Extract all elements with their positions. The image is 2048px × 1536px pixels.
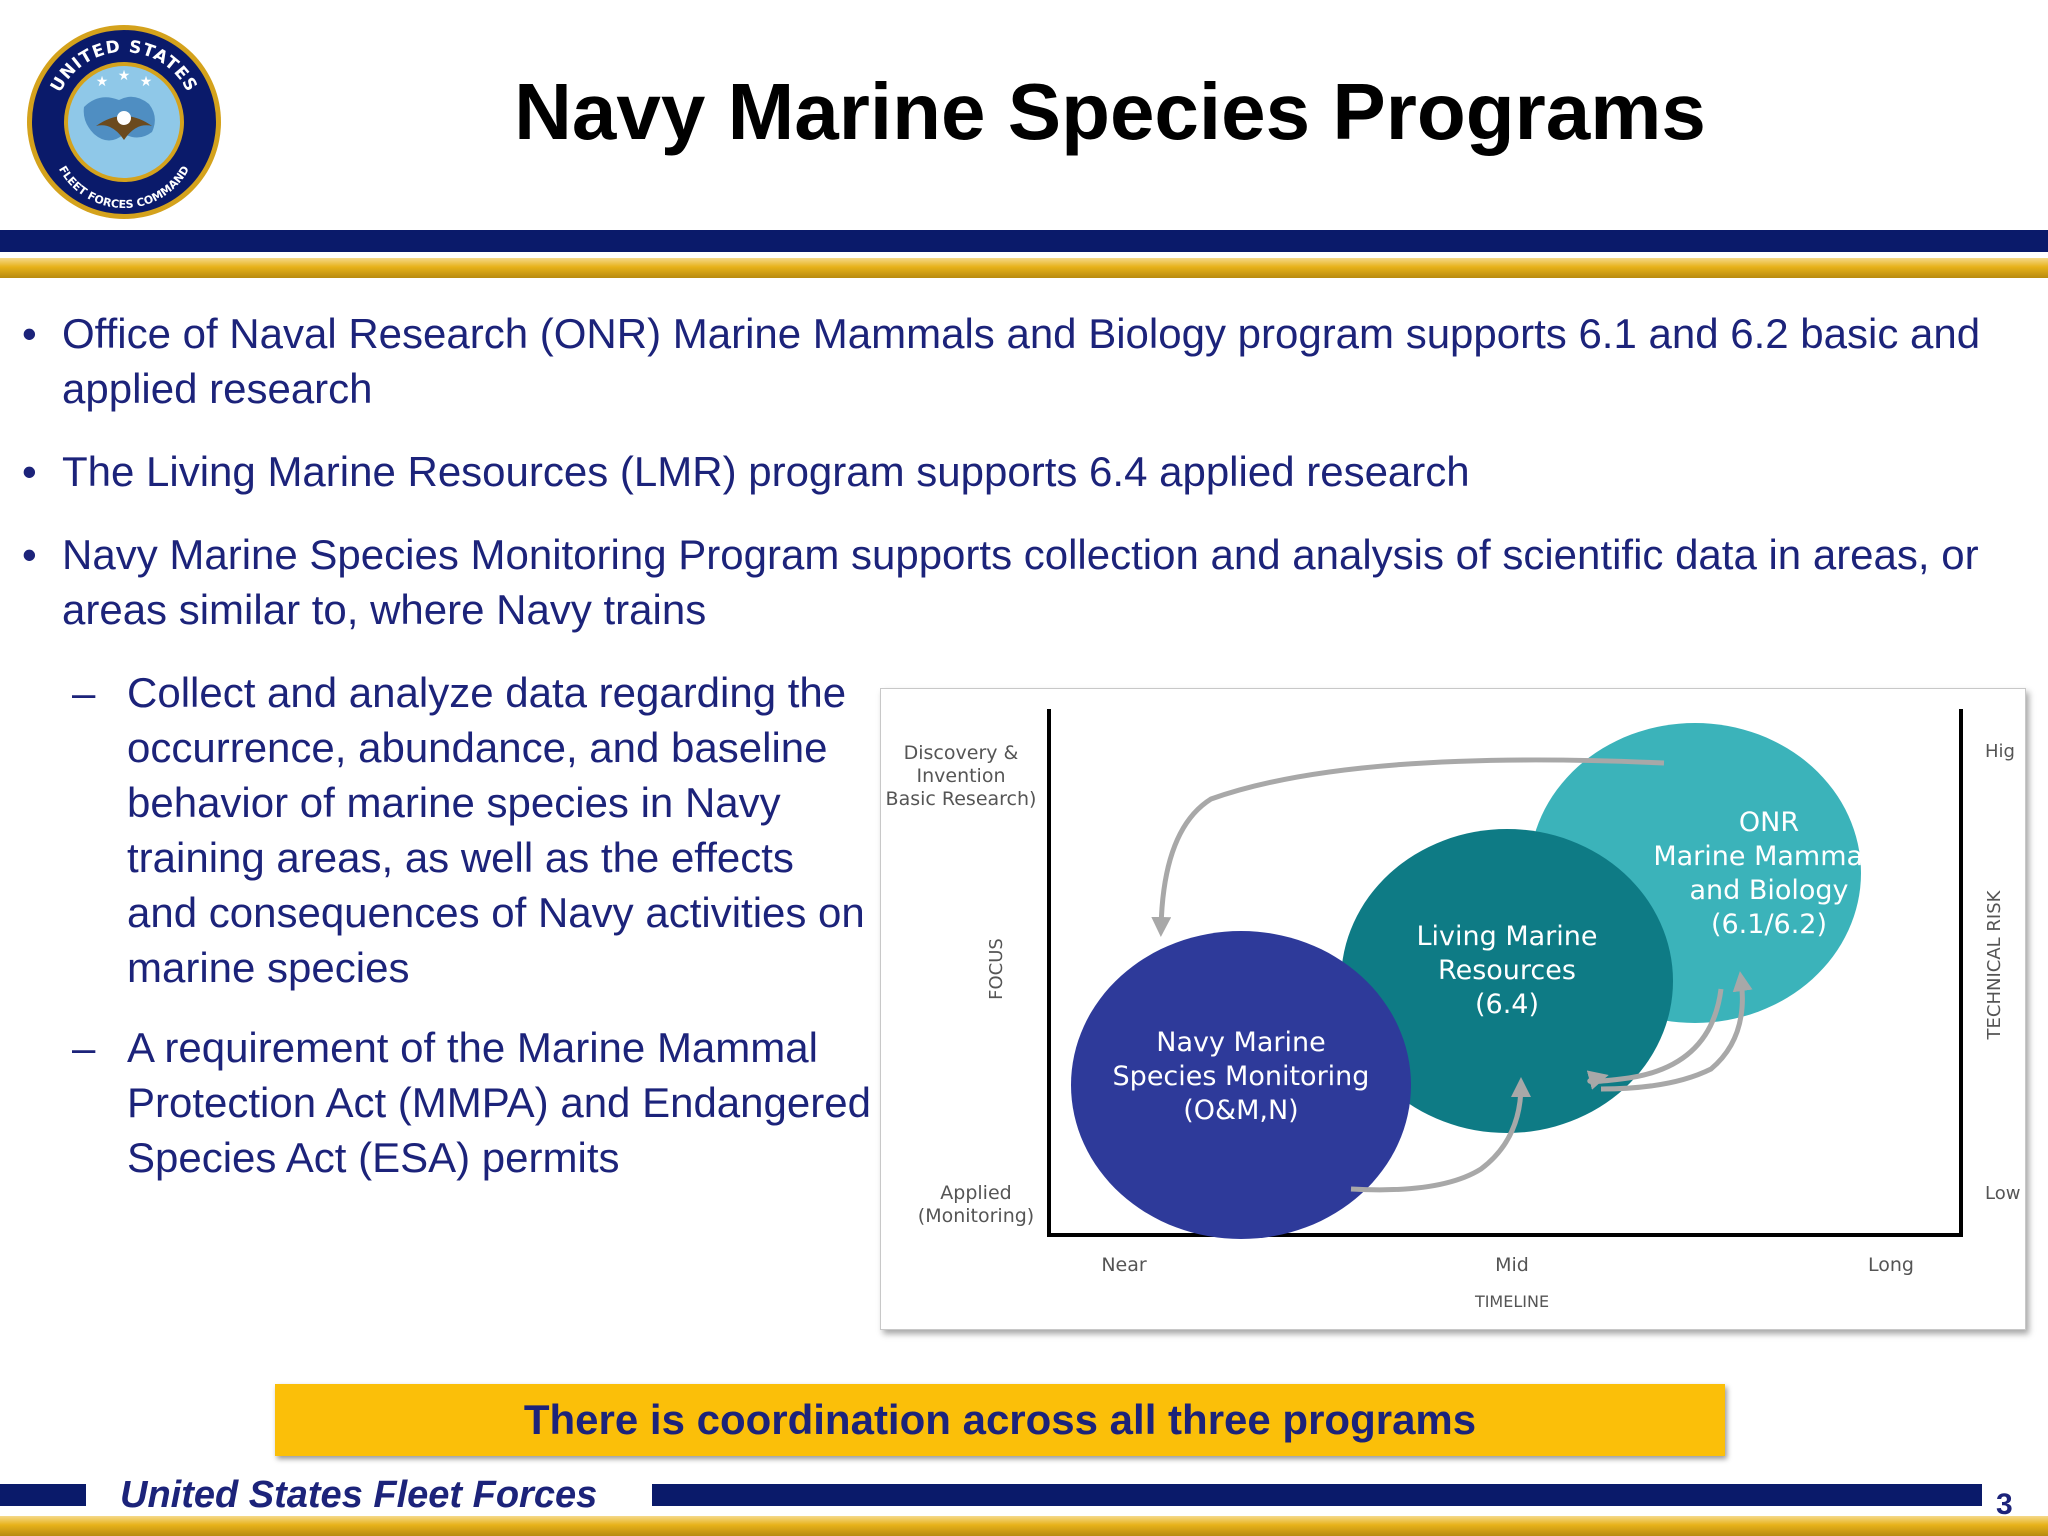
bullet-text: Navy Marine Species Monitoring Program s… <box>62 531 1979 633</box>
sub-bullet-collect-data: – Collect and analyze data regarding the… <box>72 665 872 995</box>
slide-title: Navy Marine Species Programs <box>514 67 1706 156</box>
x-tick-mid: Mid <box>1495 1254 1529 1276</box>
onr-label-line: ONR <box>1739 807 1799 838</box>
onr-label-line: (6.1/6.2) <box>1711 909 1827 940</box>
lmr-label-line: Living Marine <box>1416 921 1597 952</box>
arrow-onr-to-lmr <box>1586 988 1724 1090</box>
lmr-label-line: Resources <box>1438 955 1576 986</box>
sub-bullet-marker: – <box>72 1024 96 1071</box>
left-bottom-label-line: (Monitoring) <box>918 1205 1034 1227</box>
onr-label-line: and Biology <box>1689 875 1848 906</box>
monitoring-label-line: (O&M,N) <box>1183 1095 1298 1126</box>
sub-bullet-text: A requirement of the Marine Mammal Prote… <box>127 1024 871 1181</box>
bullet-onr: • Office of Naval Research (ONR) Marine … <box>22 306 2002 421</box>
x-tick-near: Near <box>1101 1254 1147 1276</box>
svg-text:★: ★ <box>96 73 109 89</box>
header-gold-band <box>0 258 2048 278</box>
sub-bullet-requirement: – A requirement of the Marine Mammal Pro… <box>72 1020 872 1240</box>
svg-text:★: ★ <box>140 73 153 89</box>
coordination-banner: There is coordination across all three p… <box>275 1384 1725 1456</box>
arrow-onr-to-monitoring <box>1151 757 1665 937</box>
bullet-text: The Living Marine Resources (LMR) progra… <box>62 448 1470 495</box>
bullet-marker: • <box>22 310 37 357</box>
focus-axis-label: FOCUS <box>986 938 1007 1000</box>
x-tick-long: Long <box>1868 1254 1914 1276</box>
bullet-marker: • <box>22 448 37 495</box>
footer-gold-band <box>0 1516 2048 1536</box>
header-navy-band <box>0 230 2048 252</box>
left-bottom-label-line: Applied <box>940 1182 1011 1204</box>
footer-org-name: United States Fleet Forces <box>120 1474 598 1516</box>
fleet-forces-command-seal: UNITED STATES FLEET FORCES COMMAND ★ ★ ★ <box>24 22 224 222</box>
right-top-label: Hig <box>1985 741 2015 762</box>
bullet-lmr: • The Living Marine Resources (LMR) prog… <box>22 444 2002 504</box>
left-top-label-line: Invention <box>916 765 1005 787</box>
onr-label-line: Marine Mammals <box>1653 841 1884 872</box>
sub-bullet-text: Collect and analyze data regarding the o… <box>127 669 865 991</box>
arrow-monitoring-to-lmr <box>1350 1077 1531 1193</box>
program-coordination-diagram: Discovery & Invention Basic Research) Ap… <box>880 688 2026 1330</box>
lmr-circle <box>1341 829 1673 1133</box>
footer-navy-bar-right <box>652 1484 1982 1506</box>
timeline-axis-label: TIMELINE <box>1474 1292 1549 1311</box>
technical-risk-axis-label: TECHNICAL RISK <box>1984 889 2005 1040</box>
bullet-marker: • <box>22 531 37 578</box>
bullet-text: Office of Naval Research (ONR) Marine Ma… <box>62 310 1981 412</box>
right-bottom-label: Low <box>1985 1183 2020 1204</box>
monitoring-label-line: Navy Marine <box>1156 1027 1325 1058</box>
left-top-label-line: Discovery & <box>904 742 1019 764</box>
left-top-label-line: Basic Research) <box>886 788 1037 810</box>
arrow-lmr-to-onr <box>1600 971 1753 1092</box>
monitoring-label-line: Species Monitoring <box>1113 1061 1370 1092</box>
footer-navy-bar-left <box>0 1484 86 1506</box>
page-number: 3 <box>1996 1488 2013 1521</box>
navy-monitoring-circle <box>1071 931 1411 1239</box>
sub-bullet-marker: – <box>72 669 96 716</box>
svg-text:★: ★ <box>118 67 131 83</box>
lmr-label-line: (6.4) <box>1475 989 1539 1020</box>
bullet-monitoring: • Navy Marine Species Monitoring Program… <box>22 527 2002 642</box>
